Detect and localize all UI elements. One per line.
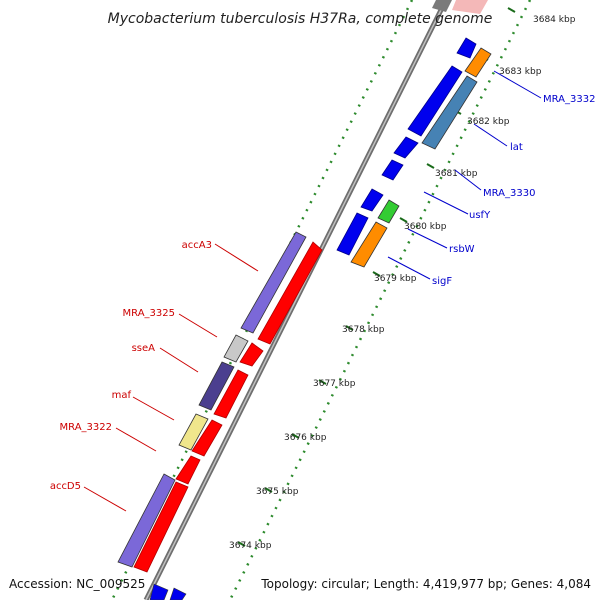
gene-label: accA3 bbox=[182, 240, 212, 251]
cds-feature bbox=[381, 159, 404, 181]
gene-label: rsbW bbox=[449, 244, 475, 255]
gene-MRA_3332 bbox=[464, 47, 492, 78]
tick-label: 3675 kbp bbox=[256, 487, 299, 497]
forward-cds-track bbox=[336, 37, 477, 256]
cds-feature bbox=[175, 455, 201, 485]
gene-sseA bbox=[198, 361, 235, 411]
forward-gene-blocks bbox=[350, 47, 492, 268]
gene-label: accD5 bbox=[50, 481, 81, 492]
gene-maf bbox=[178, 413, 209, 451]
gene-MRA_3325 bbox=[223, 334, 249, 363]
gene-label: sseA bbox=[132, 343, 156, 354]
gene-label: MRA_3330 bbox=[483, 188, 535, 199]
forward-gene-labels: MRA_3332 lat MRA_3330 usfY rsbW sigF bbox=[432, 94, 595, 287]
cds-feature bbox=[456, 37, 477, 59]
gene-label: usfY bbox=[469, 210, 491, 221]
gene-label: lat bbox=[510, 142, 523, 153]
scale-tick-labels: 3674 kbp 3675 kbp 3676 kbp 3677 kbp 3678… bbox=[229, 15, 576, 551]
cds-feature bbox=[452, 0, 488, 14]
gene-label: maf bbox=[112, 390, 132, 401]
genome-summary-text: Topology: circular; Length: 4,419,977 bp… bbox=[261, 577, 591, 591]
forward-leader-lines bbox=[387, 70, 542, 280]
gene-label: MRA_3332 bbox=[543, 94, 595, 105]
cds-feature bbox=[393, 136, 419, 159]
gene-label: MRA_3325 bbox=[123, 308, 175, 319]
reverse-leader-lines bbox=[83, 243, 259, 512]
tick-label: 3678 kbp bbox=[342, 325, 385, 335]
cds-feature bbox=[191, 419, 223, 457]
accession-text: Accession: NC_009525 bbox=[9, 577, 146, 591]
map-title: Mycobacterium tuberculosis H37Ra, comple… bbox=[108, 11, 493, 27]
cds-feature bbox=[360, 188, 384, 212]
gene-label: MRA_3322 bbox=[60, 422, 112, 433]
reverse-gene-labels: accA3 MRA_3325 sseA maf MRA_3322 accD5 bbox=[50, 240, 212, 492]
reverse-gene-blocks bbox=[117, 231, 307, 568]
tick-label: 3677 kbp bbox=[313, 379, 356, 389]
gene-lat bbox=[421, 75, 478, 150]
gene-label: sigF bbox=[432, 276, 452, 287]
tick-label: 3680 kbp bbox=[404, 222, 447, 232]
tick-label: 3682 kbp bbox=[467, 117, 510, 127]
reverse-cds-track bbox=[133, 241, 323, 573]
cds-feature bbox=[432, 0, 452, 12]
tick-label: 3681 kbp bbox=[435, 169, 478, 179]
cds-feature bbox=[169, 587, 187, 600]
gene-accA3 bbox=[240, 231, 307, 334]
tick-label: 3684 kbp bbox=[533, 15, 576, 25]
cds-feature bbox=[149, 583, 169, 600]
top-partial-features bbox=[432, 0, 488, 14]
cds-feature bbox=[336, 212, 369, 256]
tick-label: 3679 kbp bbox=[374, 274, 417, 284]
gene-accD5 bbox=[117, 473, 176, 568]
cds-feature bbox=[407, 65, 463, 137]
cds-feature bbox=[257, 241, 323, 345]
tick-label: 3676 kbp bbox=[284, 433, 327, 443]
cds-feature bbox=[213, 369, 249, 419]
bottom-partial-features bbox=[149, 583, 187, 600]
cds-feature bbox=[133, 481, 189, 573]
tick-label: 3674 kbp bbox=[229, 541, 272, 551]
gene-sigF bbox=[350, 221, 388, 268]
tick-label: 3683 kbp bbox=[499, 67, 542, 77]
gene-rsbW bbox=[377, 199, 400, 224]
cds-feature bbox=[239, 342, 264, 367]
genome-backbone bbox=[143, 0, 449, 600]
